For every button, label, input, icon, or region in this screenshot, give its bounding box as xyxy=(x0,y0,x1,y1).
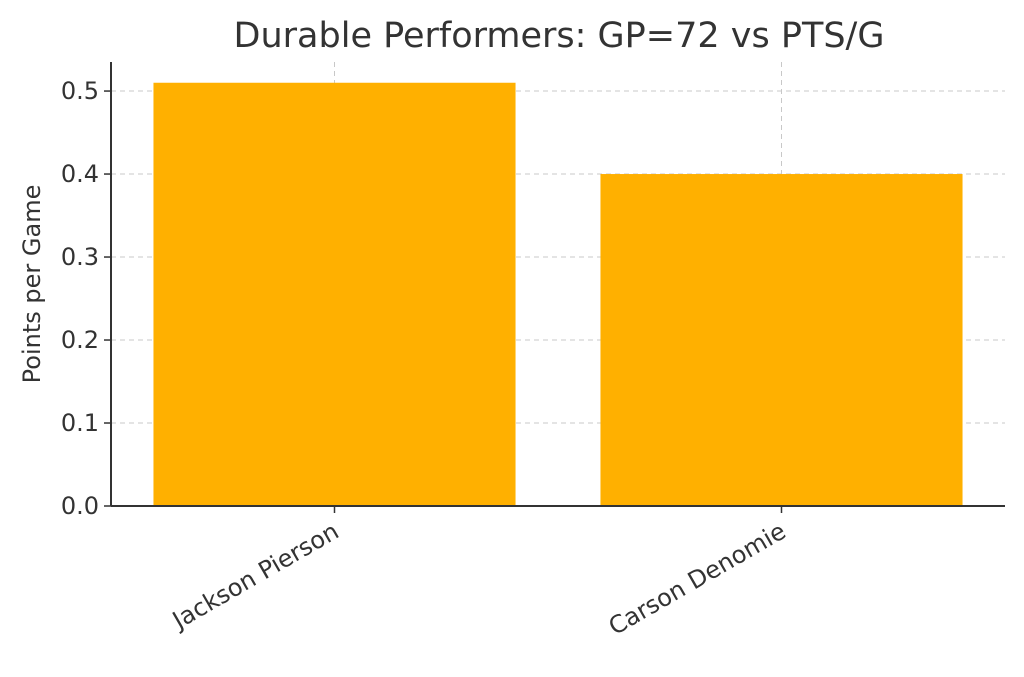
bar-carson-denomie xyxy=(600,174,963,506)
y-tick-label-0: 0.0 xyxy=(61,492,99,520)
y-tick-label-1: 0.1 xyxy=(61,409,99,437)
y-tick-label-4: 0.4 xyxy=(61,160,99,188)
y-tick-label-5: 0.5 xyxy=(61,77,99,105)
x-tick-label-1: Carson Denomie xyxy=(604,517,791,641)
axes-layer xyxy=(110,62,1005,507)
bar-jackson-pierson xyxy=(153,82,516,506)
y-tick-label-2: 0.2 xyxy=(61,326,99,354)
y-axis-label: Points per Game xyxy=(18,185,46,384)
bars-layer xyxy=(153,82,963,506)
x-tick-label-0: Jackson Pierson xyxy=(166,517,343,636)
chart-title: Durable Performers: GP=72 vs PTS/G xyxy=(234,16,885,56)
y-tick-label-3: 0.3 xyxy=(61,243,99,271)
